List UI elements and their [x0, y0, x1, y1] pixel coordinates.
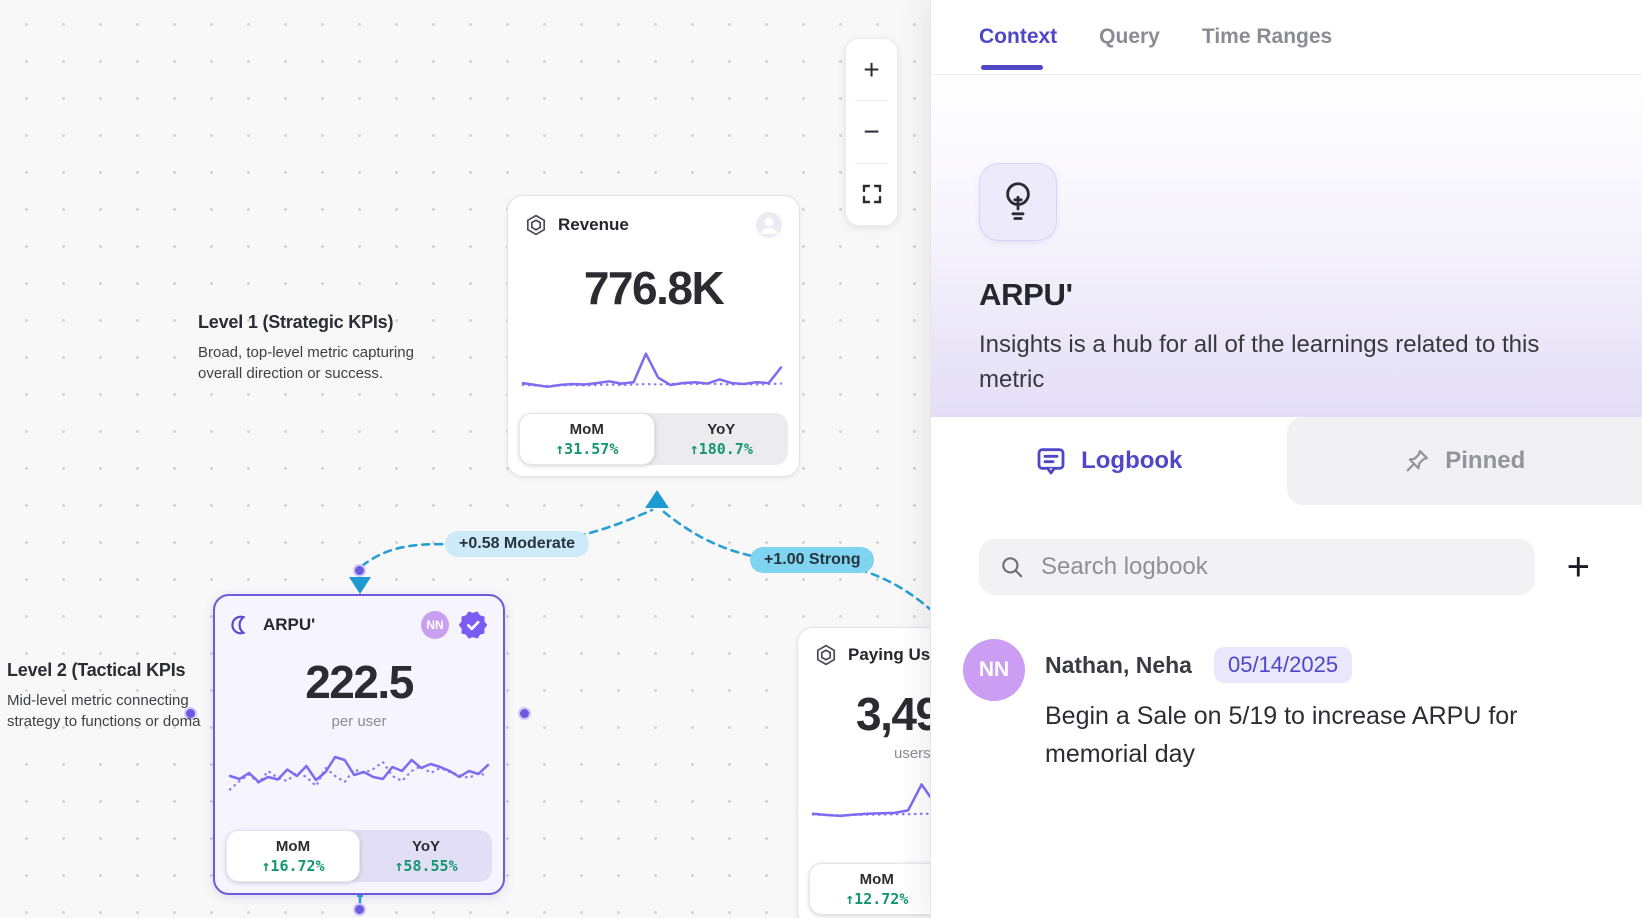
sparkline: [228, 755, 490, 791]
metric-tree-canvas[interactable]: +0.58 Moderate +1.00 Strong + − Level 1 …: [0, 0, 1090, 918]
logbook-pinned-tabs: Logbook Pinned: [931, 417, 1642, 505]
tab-label: Pinned: [1445, 447, 1526, 474]
fit-view-button[interactable]: [846, 164, 897, 225]
mom-toggle[interactable]: MoM ↑12.72%: [809, 863, 945, 915]
tab-logbook[interactable]: Logbook: [931, 417, 1287, 505]
sparkline: [521, 352, 783, 389]
card-title: ARPU': [263, 615, 316, 634]
metric-unit: users: [894, 745, 931, 762]
yoy-toggle[interactable]: YoY ↑180.7%: [655, 413, 789, 465]
tab-query[interactable]: Query: [1099, 25, 1160, 48]
annotation-body: Broad, top-level metric capturing overal…: [198, 342, 414, 384]
annotation-line: Broad, top-level metric capturing: [198, 344, 414, 361]
annotation-level1: Level 1 (Strategic KPIs) Broad, top-leve…: [198, 312, 414, 384]
metric-card-arpu[interactable]: ARPU' NN 222.5 per user MoM: [213, 594, 505, 895]
hexagon-metric-icon: [524, 213, 548, 237]
mom-label: MoM: [275, 837, 311, 855]
mom-value: ↑16.72%: [261, 856, 325, 875]
mom-value: ↑12.72%: [845, 889, 909, 908]
fullscreen-icon: [862, 184, 882, 204]
connector-handle-bottom[interactable]: [353, 903, 366, 916]
yoy-toggle[interactable]: YoY ↑58.55%: [360, 830, 492, 882]
connector-handle-top[interactable]: [353, 564, 366, 577]
add-entry-button[interactable]: +: [1563, 547, 1594, 587]
collaborator-avatar: NN: [421, 611, 449, 639]
mom-label: MoM: [569, 420, 604, 438]
annotation-line: Mid-level metric connecting: [7, 692, 189, 709]
period-toggle: MoM ↑31.57% YoY ↑180.7%: [519, 413, 788, 465]
logbook-toolbar: +: [931, 505, 1642, 595]
logbook-chat-icon: [1035, 445, 1067, 477]
mom-label: MoM: [859, 870, 894, 888]
insight-tile: [979, 163, 1057, 241]
tab-time-ranges[interactable]: Time Ranges: [1201, 25, 1333, 48]
arrowhead-down-icon: [349, 577, 371, 594]
zoom-out-button[interactable]: −: [863, 115, 880, 147]
connector-handle-left[interactable]: [184, 707, 197, 720]
metric-value: 222.5: [305, 656, 414, 708]
annotation-title: Level 2 (Tactical KPIs: [7, 660, 186, 680]
divider: [855, 162, 888, 164]
verified-badge-icon: [459, 611, 487, 639]
metric-hero: ARPU' Insights is a hub for all of the l…: [931, 75, 1642, 417]
entry-text: Begin a Sale on 5/19 to increase ARPU fo…: [1045, 702, 1518, 768]
owner-avatar-icon: [755, 211, 783, 239]
canvas-zoom-toolbar: + −: [845, 38, 898, 226]
connector-handle-right[interactable]: [518, 707, 531, 720]
yoy-label: YoY: [707, 420, 736, 438]
logbook-search[interactable]: [979, 539, 1535, 595]
card-title: Revenue: [558, 215, 629, 234]
entry-avatar: NN: [963, 639, 1025, 701]
tab-context[interactable]: Context: [979, 0, 1057, 74]
annotation-line: strategy to functions or doma: [7, 713, 201, 730]
metric-description: Insights is a hub for all of the learnin…: [979, 331, 1540, 393]
metric-value: 776.8K: [583, 262, 725, 314]
mom-value: ↑31.57%: [555, 439, 619, 458]
correlation-label-moderate[interactable]: +0.58 Moderate: [445, 531, 590, 557]
yoy-label: YoY: [411, 837, 441, 855]
correlation-label-strong[interactable]: +1.00 Strong: [750, 547, 875, 573]
mom-toggle[interactable]: MoM ↑16.72%: [226, 830, 360, 882]
entry-author: Nathan, Neha: [1045, 651, 1192, 678]
metric-value: 3,49: [856, 688, 941, 740]
yoy-value: ↑180.7%: [689, 439, 753, 458]
annotation-line: overall direction or success.: [198, 365, 384, 382]
pin-icon: [1403, 447, 1431, 475]
search-icon: [999, 554, 1025, 580]
zoom-in-button[interactable]: +: [863, 53, 880, 85]
tab-label: Logbook: [1081, 447, 1183, 474]
annotation-body: Mid-level metric connecting strategy to …: [7, 690, 213, 732]
annotation-level2: Level 2 (Tactical KPIs Mid-level metric …: [7, 660, 213, 732]
lightbulb-icon: [998, 180, 1038, 224]
moon-metric-icon: [231, 614, 253, 636]
entry-date-badge: 05/14/2025: [1213, 647, 1353, 683]
annotation-title: Level 1 (Strategic KPIs): [198, 312, 394, 332]
period-toggle: MoM ↑16.72% YoY ↑58.55%: [226, 830, 492, 882]
divider: [855, 100, 888, 102]
yoy-value: ↑58.55%: [394, 856, 458, 875]
metric-unit: per user: [331, 713, 387, 730]
metric-card-revenue[interactable]: Revenue 776.8K MoM: [507, 195, 800, 477]
search-input[interactable]: [1041, 553, 1515, 581]
panel-tab-bar: Context Query Time Ranges: [931, 0, 1642, 75]
tab-pinned[interactable]: Pinned: [1286, 417, 1642, 505]
metric-name-heading: ARPU': [979, 277, 1073, 312]
arrowhead-up-icon: [645, 490, 669, 508]
mom-toggle[interactable]: MoM ↑31.57%: [519, 413, 655, 465]
entry-content: Nathan, Neha 05/14/2025 Begin a Sale on …: [1045, 639, 1545, 773]
logbook-entry[interactable]: NN Nathan, Neha 05/14/2025 Begin a Sale …: [931, 595, 1642, 773]
hexagon-metric-icon: [814, 643, 838, 667]
context-panel: Context Query Time Ranges ARPU' Insights…: [930, 0, 1642, 918]
